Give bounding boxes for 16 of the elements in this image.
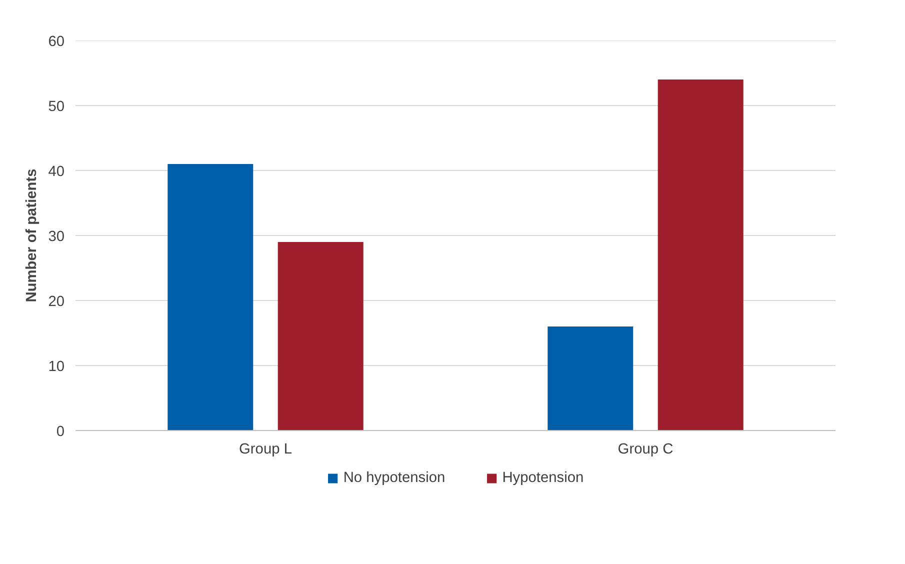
y-axis-title: Number of patients	[24, 168, 40, 302]
y-tick-label: 50	[48, 99, 65, 115]
y-tick-label: 0	[56, 424, 65, 440]
x-tick-label: Group L	[239, 442, 292, 458]
y-tick-label: 10	[48, 359, 65, 375]
y-tick-label: 60	[48, 34, 65, 50]
legend-label: Hypotension	[502, 470, 584, 486]
x-tick-label: Group C	[618, 442, 674, 458]
bar	[548, 326, 634, 430]
bar	[658, 80, 744, 430]
y-tick-label: 30	[48, 229, 65, 245]
legend-label: No hypotension	[343, 470, 446, 486]
y-tick-label: 20	[48, 294, 65, 310]
bar	[168, 164, 254, 430]
bar	[278, 242, 364, 430]
y-tick-label: 40	[48, 164, 65, 180]
